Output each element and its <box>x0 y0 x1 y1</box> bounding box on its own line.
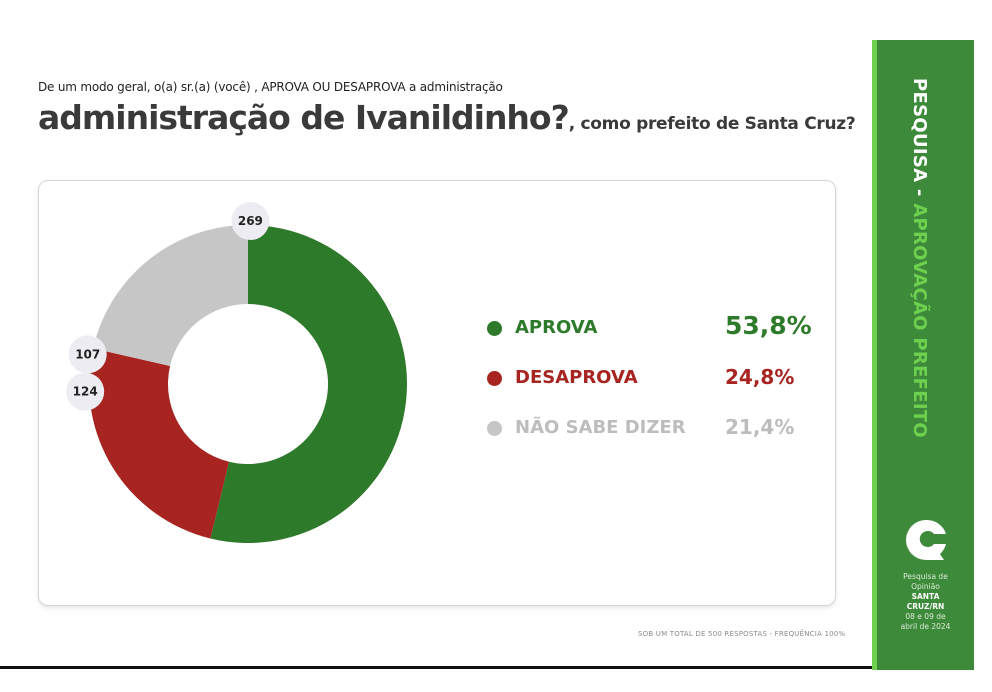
legend-percent: 53,8% <box>725 311 812 340</box>
title-suffix: , como prefeito de Santa Cruz? <box>568 114 856 134</box>
sidebar-line: CRUZ/RN <box>906 602 945 611</box>
legend-item: DESAPROVA 24,8% <box>487 365 827 415</box>
legend-dot <box>487 421 502 436</box>
legend-percent: 21,4% <box>725 415 795 439</box>
sidebar-line: abril de 2024 <box>900 622 951 631</box>
sidebar-info: Pesquisa de Opinião SANTA CRUZ/RN 08 e 0… <box>877 572 974 632</box>
question-subtitle: De um modo geral, o(a) sr.(a) (você) , A… <box>38 80 503 94</box>
donut-slice-0 <box>210 225 408 543</box>
sidebar-title: PESQUISA - APROVAÇÃO PREFEITO <box>909 78 930 438</box>
legend-item: NÃO SABE DIZER 21,4% <box>487 415 827 465</box>
page-title: administração de Ivanildinho?, como pref… <box>38 98 856 137</box>
legend-label: DESAPROVA <box>515 367 638 388</box>
sidebar-line: 08 e 09 de <box>905 612 946 621</box>
value-label-bubble <box>66 372 105 411</box>
sidebar-line: SANTA <box>911 592 940 601</box>
donut-slice-2 <box>93 225 248 367</box>
footnote: SOB UM TOTAL DE 500 RESPOSTAS - FREQUÊNC… <box>638 630 846 638</box>
speech-bubble-logo-icon <box>906 519 946 560</box>
sidebar-title-green: APROVAÇÃO PREFEITO <box>909 196 930 439</box>
value-label: 269 <box>238 214 263 228</box>
bottom-divider <box>0 666 872 669</box>
legend-percent: 24,8% <box>725 365 795 389</box>
value-label: 107 <box>75 347 100 361</box>
value-label-bubble <box>231 202 270 241</box>
legend-label: NÃO SABE DIZER <box>515 417 686 438</box>
donut-chart: 269 124 107 <box>66 202 408 543</box>
donut-slice-1 <box>89 348 230 539</box>
chart-card: 269 124 107 APROVA 53,8% DESAPROVA 24,8% NÃO S… <box>38 180 836 606</box>
sidebar: PESQUISA - APROVAÇÃO PREFEITO Pesquisa d… <box>872 40 974 670</box>
sidebar-line: Pesquisa de <box>903 572 948 581</box>
sidebar-line: Opinião <box>911 582 940 591</box>
legend-dot <box>487 371 502 386</box>
legend-label: APROVA <box>515 317 598 338</box>
legend-dot <box>487 321 502 336</box>
value-label-bubble <box>68 335 107 374</box>
value-label: 124 <box>73 385 98 399</box>
sidebar-title-white: PESQUISA - <box>909 78 930 197</box>
title-main: administração de Ivanildinho? <box>38 98 570 137</box>
legend-item: APROVA 53,8% <box>487 311 827 365</box>
legend: APROVA 53,8% DESAPROVA 24,8% NÃO SABE DIZER 2… <box>487 311 827 465</box>
